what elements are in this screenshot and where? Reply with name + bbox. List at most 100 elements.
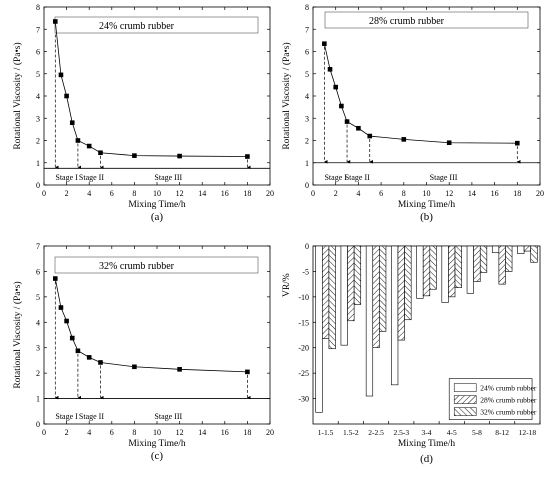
y-tick-label: 0 bbox=[305, 181, 309, 190]
y-tick-label: -5 bbox=[302, 267, 309, 276]
data-point bbox=[69, 120, 75, 125]
y-tick-label: 2 bbox=[36, 369, 40, 378]
y-tick-label: 3 bbox=[305, 114, 309, 123]
data-point bbox=[58, 305, 64, 310]
y-tick-label: 7 bbox=[36, 242, 40, 251]
data-point bbox=[132, 153, 137, 158]
data-point bbox=[64, 93, 69, 99]
y-axis-label: Rotational Viscosity / (Pa•s) bbox=[281, 42, 292, 149]
x-axis-label: Mixing Time/h bbox=[398, 200, 456, 210]
data-point bbox=[53, 276, 58, 281]
bar bbox=[372, 245, 380, 349]
bar bbox=[322, 245, 330, 339]
data-point bbox=[58, 72, 64, 78]
x-tick-label: 8 bbox=[402, 189, 406, 198]
stage-label: Stage III bbox=[154, 173, 182, 182]
data-point bbox=[245, 154, 250, 159]
y-tick-label: -30 bbox=[298, 395, 309, 404]
y-tick-label: 1 bbox=[36, 395, 40, 404]
panel-label: (c) bbox=[151, 450, 164, 462]
legend-box bbox=[54, 16, 259, 34]
y-tick-label: 0 bbox=[36, 181, 40, 190]
legend-swatch bbox=[453, 407, 477, 416]
panel-label: (b) bbox=[420, 211, 433, 223]
data-point bbox=[446, 140, 452, 146]
data-point bbox=[86, 143, 92, 149]
bar bbox=[391, 245, 399, 386]
x-tick-label: 14 bbox=[468, 189, 476, 198]
x-tick-label: 2-2.5 bbox=[368, 428, 384, 437]
x-tick-label: 10 bbox=[153, 189, 161, 198]
x-tick-label: 1-1.5 bbox=[318, 428, 334, 437]
legend-swatch bbox=[453, 395, 477, 404]
x-tick-label: 4 bbox=[87, 189, 91, 198]
data-point bbox=[132, 364, 137, 370]
data-point bbox=[75, 348, 81, 354]
y-tick-label: 3 bbox=[36, 114, 40, 123]
x-tick-label: 20 bbox=[266, 189, 274, 198]
x-tick-label: 16 bbox=[491, 189, 499, 198]
stage-label: Stage I bbox=[55, 173, 78, 182]
data-point bbox=[98, 360, 103, 365]
x-axis-label: Mixing Time/h bbox=[128, 200, 186, 210]
x-tick-label: 14 bbox=[198, 189, 206, 198]
x-tick-label: 18 bbox=[243, 428, 251, 437]
y-tick-label: 6 bbox=[305, 48, 309, 57]
data-point bbox=[69, 335, 75, 341]
x-tick-label: 4-5 bbox=[447, 428, 457, 437]
y-axis-label: Rotational Viscosity / (Pa•s) bbox=[12, 281, 23, 388]
y-axis-label: Rotational Viscosity / (Pa•s) bbox=[12, 42, 23, 149]
y-tick-label: 4 bbox=[36, 318, 40, 327]
x-tick-label: 8 bbox=[132, 428, 136, 437]
data-point bbox=[177, 153, 182, 159]
y-tick-label: -10 bbox=[298, 293, 309, 302]
data-point bbox=[75, 138, 81, 143]
x-tick-label: 16 bbox=[221, 189, 229, 198]
y-tick-label: 2 bbox=[36, 137, 40, 146]
stage-label: Stage II bbox=[79, 412, 104, 421]
x-tick-label: 10 bbox=[423, 189, 431, 198]
data-point bbox=[367, 133, 373, 139]
y-tick-label: 5 bbox=[305, 70, 309, 79]
bar bbox=[365, 245, 374, 397]
y-tick-label: 4 bbox=[305, 92, 309, 101]
data-point bbox=[515, 140, 520, 146]
legend-swatch bbox=[453, 383, 477, 392]
data-point bbox=[356, 125, 361, 131]
bar bbox=[397, 245, 405, 341]
legend-label: 32% crumb rubber bbox=[480, 408, 537, 417]
chart-title: 32% crumb rubber bbox=[99, 261, 175, 272]
x-tick-label: 8-12 bbox=[495, 428, 509, 437]
stage-label: Stage I bbox=[55, 412, 78, 421]
bar bbox=[416, 245, 424, 299]
plot-frame bbox=[312, 6, 541, 186]
chart-title: 24% crumb rubber bbox=[99, 21, 175, 32]
x-tick-label: 12 bbox=[176, 428, 184, 437]
y-tick-label: 0 bbox=[36, 420, 40, 429]
x-axis-label: Mixing Time/h bbox=[398, 439, 456, 449]
x-tick-label: 1.5-2 bbox=[343, 428, 359, 437]
bar bbox=[523, 245, 531, 252]
data-point bbox=[98, 150, 103, 156]
y-tick-label: 4 bbox=[36, 92, 40, 101]
bar bbox=[466, 245, 474, 294]
x-tick-label: 2 bbox=[65, 428, 69, 437]
bar bbox=[505, 245, 513, 272]
y-tick-label: -15 bbox=[298, 318, 309, 327]
bar bbox=[454, 245, 462, 289]
data-point bbox=[401, 137, 407, 142]
x-tick-label: 6 bbox=[110, 189, 114, 198]
x-tick-label: 4 bbox=[87, 428, 91, 437]
data-point bbox=[327, 67, 333, 72]
series-line bbox=[323, 43, 518, 144]
bar bbox=[328, 245, 336, 350]
x-tick-label: 10 bbox=[153, 428, 161, 437]
series-line bbox=[54, 21, 248, 157]
y-tick-label: 3 bbox=[36, 344, 40, 353]
x-tick-label: 20 bbox=[266, 428, 274, 437]
x-tick-label: 6 bbox=[379, 189, 383, 198]
bar bbox=[491, 245, 500, 253]
legend-label: 28% crumb rubber bbox=[480, 396, 537, 405]
